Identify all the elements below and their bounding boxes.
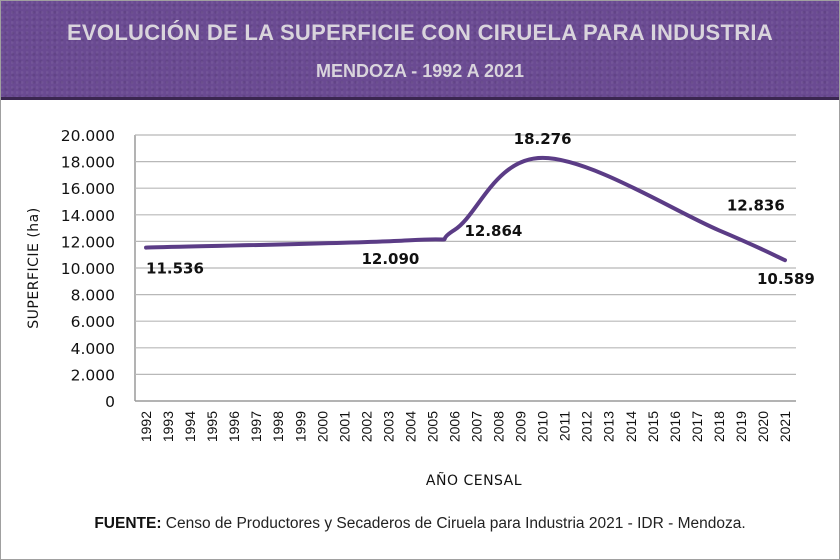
y-axis-ticks: 0 2.000 4.000 6.000 8.000 10.000 12.000 14.000 1… bbox=[61, 127, 115, 411]
source-note: FUENTE: Censo de Productores y Secaderos… bbox=[0, 515, 840, 533]
x-tick-label: 2007 bbox=[469, 411, 485, 442]
x-tick-label: 2014 bbox=[623, 411, 639, 442]
x-tick-label: 2016 bbox=[667, 411, 683, 442]
y-axis-label: SUPERFICIE (ha) bbox=[26, 207, 42, 328]
x-tick-label: 2001 bbox=[336, 411, 352, 442]
x-tick-label: 2013 bbox=[601, 411, 617, 442]
x-tick-label: 2004 bbox=[402, 411, 418, 442]
x-tick-label: 1996 bbox=[226, 411, 242, 442]
y-tick-label: 4.000 bbox=[71, 340, 115, 358]
x-tick-label: 1997 bbox=[248, 411, 264, 442]
y-tick-label: 0 bbox=[105, 393, 115, 411]
x-tick-label: 2000 bbox=[314, 411, 330, 442]
data-label: 12.864 bbox=[464, 222, 522, 240]
x-tick-label: 2011 bbox=[557, 411, 573, 441]
series-line-superficie bbox=[144, 155, 787, 263]
data-label: 12.090 bbox=[361, 250, 419, 268]
x-tick-label: 1995 bbox=[204, 411, 220, 442]
x-tick-label: 1992 bbox=[138, 411, 154, 442]
x-tick-label: 2005 bbox=[424, 411, 440, 442]
data-label: 12.836 bbox=[727, 196, 785, 214]
x-axis-label: AÑO CENSAL bbox=[426, 472, 522, 489]
x-tick-label: 2020 bbox=[755, 411, 771, 442]
chart-header: EVOLUCIÓN DE LA SUPERFICIE CON CIRUELA P… bbox=[1, 1, 839, 100]
y-tick-label: 12.000 bbox=[61, 233, 115, 251]
source-label: FUENTE: bbox=[94, 515, 162, 532]
x-axis-ticks: 1992 1993 1994 1995 1996 1997 1998 1999 2000 2001… bbox=[138, 411, 793, 442]
chart-title: EVOLUCIÓN DE LA SUPERFICIE CON CIRUELA P… bbox=[66, 20, 774, 45]
data-label: 11.536 bbox=[146, 260, 204, 278]
data-label: 18.276 bbox=[514, 130, 572, 148]
y-tick-label: 20.000 bbox=[61, 127, 115, 145]
gridlines bbox=[134, 134, 796, 402]
y-tick-label: 10.000 bbox=[61, 260, 115, 278]
y-tick-label: 16.000 bbox=[61, 180, 115, 198]
x-tick-label: 2009 bbox=[513, 411, 529, 442]
source-text: Censo de Productores y Secaderos de Ciru… bbox=[161, 515, 746, 532]
x-tick-label: 1998 bbox=[270, 411, 286, 442]
y-tick-label: 18.000 bbox=[61, 154, 115, 172]
x-tick-label: 1994 bbox=[182, 411, 198, 442]
x-tick-label: 2015 bbox=[645, 411, 661, 442]
x-tick-label: 1999 bbox=[292, 411, 308, 442]
y-tick-label: 8.000 bbox=[71, 287, 115, 305]
y-tick-label: 2.000 bbox=[71, 366, 115, 384]
x-tick-label: 2010 bbox=[535, 411, 551, 442]
y-tick-label: 6.000 bbox=[71, 313, 115, 331]
y-tick-label: 14.000 bbox=[61, 207, 115, 225]
data-label: 10.589 bbox=[757, 270, 815, 288]
x-tick-label: 2006 bbox=[446, 411, 462, 442]
x-tick-label: 2019 bbox=[733, 411, 749, 442]
x-tick-label: 1993 bbox=[160, 411, 176, 442]
data-labels: 11.536 12.090 12.864 18.276 12.836 10.589 bbox=[146, 130, 815, 288]
x-tick-label: 2008 bbox=[491, 411, 507, 442]
x-tick-label: 2018 bbox=[711, 411, 727, 442]
x-tick-label: 2021 bbox=[777, 411, 793, 442]
chart-subtitle: MENDOZA - 1992 A 2021 bbox=[315, 61, 525, 81]
x-tick-label: 2002 bbox=[358, 411, 374, 442]
x-tick-label: 2017 bbox=[689, 411, 705, 442]
x-tick-label: 2003 bbox=[380, 411, 396, 442]
x-tick-label: 2012 bbox=[579, 411, 595, 442]
